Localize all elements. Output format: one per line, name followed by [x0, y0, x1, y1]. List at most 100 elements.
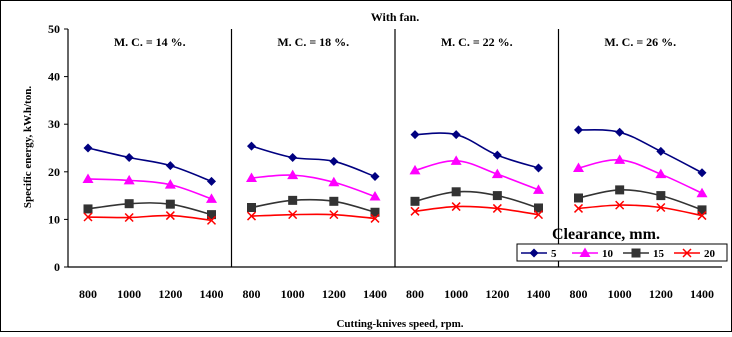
x-tick-label: 800 — [406, 287, 424, 301]
series-line — [87, 202, 212, 216]
data-point-marker — [696, 187, 708, 198]
x-axis-title: Cutting-knives speed, rpm. — [336, 318, 463, 330]
data-point-marker — [409, 164, 421, 175]
data-point-marker — [574, 193, 583, 203]
marker-stroke — [246, 211, 257, 221]
x-tick-label: 1200 — [649, 287, 673, 301]
marker-stroke — [165, 211, 175, 221]
data-point-marker — [492, 203, 502, 213]
x-tick-label: 1000 — [281, 287, 305, 301]
data-point-marker — [410, 196, 420, 206]
data-point-marker — [631, 248, 641, 258]
data-point-marker — [206, 215, 217, 225]
x-tick-label: 800 — [570, 287, 588, 301]
y-tick-label: 50 — [48, 22, 60, 36]
data-point-marker — [682, 248, 692, 258]
x-tick-label: 1200 — [158, 287, 182, 301]
chart-panel: M. C. = 14 %. 800 1000 1200 1400 — [79, 35, 224, 301]
series-20 — [246, 210, 380, 223]
marker-stroke — [410, 206, 420, 216]
data-point-marker — [614, 154, 626, 164]
series-line — [251, 174, 376, 198]
x-tick-label: 1400 — [527, 287, 551, 301]
data-point-marker — [370, 207, 380, 217]
data-point-marker — [288, 195, 298, 205]
data-point-marker — [656, 191, 666, 201]
x-tick-label: 1200 — [485, 287, 509, 301]
series-5 — [247, 141, 380, 182]
data-point-marker — [370, 213, 380, 223]
series-line — [414, 190, 539, 209]
data-point-marker — [450, 155, 462, 165]
data-point-marker — [615, 200, 625, 210]
y-tick-label: 30 — [48, 117, 60, 131]
chart-panel: M. C. = 26 %. 800 1000 1200 1400 — [557, 29, 714, 301]
data-point-marker — [165, 211, 175, 221]
series-line — [87, 178, 212, 200]
series-15 — [247, 195, 380, 217]
series-line — [251, 198, 376, 214]
data-point-marker — [492, 150, 502, 160]
x-tick-label: 1000 — [117, 287, 141, 301]
data-point-marker — [533, 210, 544, 220]
panel-label: M. C. = 26 %. — [604, 35, 676, 49]
chart-title: With fan. — [371, 10, 419, 24]
panel-label: M. C. = 14 %. — [114, 35, 186, 49]
legend-title: Clearance, mm. — [552, 226, 660, 243]
x-tick-label: 1400 — [363, 287, 387, 301]
y-axis-title: Specific energy, kW.h/ton. — [22, 86, 34, 208]
data-point-marker — [615, 185, 625, 195]
y-tick-label: 10 — [48, 212, 60, 226]
series-5 — [410, 130, 543, 173]
data-point-marker — [207, 210, 216, 220]
data-point-marker — [165, 199, 175, 209]
data-point-marker — [247, 203, 256, 212]
series-15 — [410, 187, 543, 213]
series-5 — [83, 143, 216, 186]
data-point-marker — [451, 187, 461, 197]
series-line — [578, 159, 703, 194]
series-line — [414, 160, 539, 191]
series-15 — [83, 199, 216, 220]
data-point-marker — [288, 153, 298, 163]
marker-stroke — [288, 210, 298, 220]
series-20 — [83, 211, 217, 225]
marker-stroke — [83, 212, 93, 222]
chart-panel: M. C. = 22 %. 800 1000 1200 1400 — [394, 29, 551, 301]
panel-label: M. C. = 22 %. — [441, 35, 513, 49]
series-15 — [574, 185, 707, 215]
data-point-marker — [328, 176, 340, 187]
marker-stroke — [697, 211, 707, 221]
legend-label: 15 — [653, 248, 665, 260]
series-line — [578, 129, 703, 174]
data-point-marker — [697, 168, 707, 178]
data-point-marker — [529, 248, 539, 258]
data-point-marker — [697, 211, 707, 221]
series-5 — [574, 125, 707, 178]
series-10 — [409, 155, 544, 194]
data-point-marker — [492, 191, 502, 201]
marker-stroke — [124, 212, 134, 223]
data-point-marker — [410, 130, 420, 140]
series-line — [414, 205, 539, 216]
data-point-marker — [164, 179, 176, 189]
data-point-marker — [451, 130, 461, 140]
marker-stroke — [492, 203, 502, 213]
legend-entry: 15 — [623, 248, 665, 260]
data-point-marker — [451, 202, 461, 212]
x-tick-label: 1000 — [444, 287, 468, 301]
data-point-marker — [207, 176, 216, 186]
data-point-marker — [574, 125, 583, 135]
x-tick-label: 1400 — [200, 287, 224, 301]
data-point-marker — [697, 205, 707, 215]
data-point-marker — [247, 141, 256, 151]
data-point-marker — [206, 193, 217, 203]
series-20 — [573, 200, 707, 221]
marker-stroke — [451, 202, 461, 212]
marker-stroke — [656, 202, 666, 213]
y-tick-label: 0 — [54, 260, 60, 274]
chart-panel: M. C. = 18 %. 800 1000 1200 1400 — [230, 29, 387, 301]
series-10 — [246, 169, 381, 201]
